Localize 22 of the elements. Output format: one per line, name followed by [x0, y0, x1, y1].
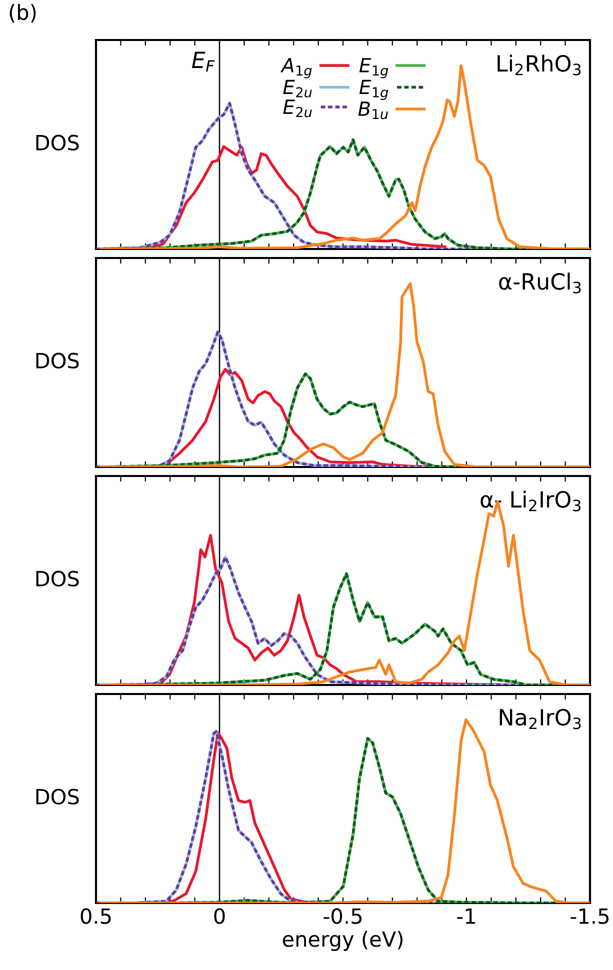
- legend-label: E$_{1g}$: [359, 80, 388, 100]
- x-tick-label: -0.5: [324, 908, 362, 924]
- x-axis-title: energy (eV): [282, 930, 402, 951]
- x-tick-label: 0: [214, 908, 225, 924]
- chart-subtitle: α-RuCl$_{3}$: [499, 272, 581, 294]
- legend-label: E$_{2u}$: [283, 80, 312, 98]
- y-axis-title: DOS: [36, 570, 79, 587]
- text: (b): [10, 4, 36, 23]
- x-tick-label: 0.5: [80, 908, 111, 924]
- x-tick-label: -1.5: [570, 908, 609, 924]
- legend-label: E$_{2u}$: [283, 100, 312, 118]
- ref-line-label: E$_{F}$: [192, 52, 215, 72]
- legend-label: B$_{1u}$: [358, 102, 388, 120]
- legend-label: E$_{1g}$: [359, 58, 388, 78]
- x-tick-label: -1: [457, 908, 475, 924]
- y-axis-title: DOS: [36, 352, 79, 369]
- y-axis-title: DOS: [36, 134, 79, 151]
- chart-subtitle: Li$_{2}$RhO$_{3}$: [498, 54, 581, 76]
- legend-label: A$_{1g}$: [280, 58, 312, 78]
- chart-subtitle: α- Li$_{2}$IrO$_{3}$: [480, 490, 581, 512]
- chart-subtitle: Na$_{2}$IrO$_{3}$: [500, 708, 581, 730]
- y-axis-title: DOS: [36, 788, 79, 805]
